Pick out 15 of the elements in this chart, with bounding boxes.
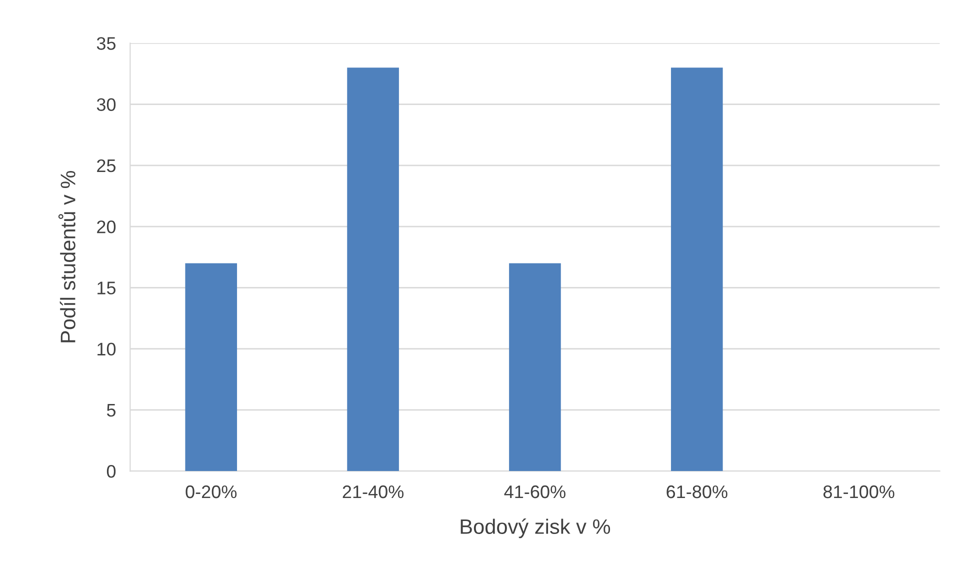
y-tick-label: 15 [98, 282, 116, 294]
y-tick-label: 30 [96, 98, 116, 111]
y-tick-label: 25 [97, 159, 116, 172]
y-tick-label: 0 [106, 465, 116, 478]
x-tick-label: 21-40% [342, 485, 404, 498]
x-tick-label: 61-80% [666, 485, 728, 498]
y-tick-label: 5 [106, 404, 116, 417]
x-tick-label: 41-60% [504, 485, 566, 498]
x-tick-label: 81-100% [823, 485, 894, 498]
y-axis-title: Podíl studentů v % [58, 170, 76, 342]
y-tick-label: 20 [97, 220, 116, 234]
y-tick-label: 10 [98, 342, 116, 356]
y-tick-label: 35 [96, 37, 116, 50]
x-axis-title: Bodový zisk v % [460, 518, 610, 538]
x-tick-label: 0-20% [186, 485, 237, 498]
